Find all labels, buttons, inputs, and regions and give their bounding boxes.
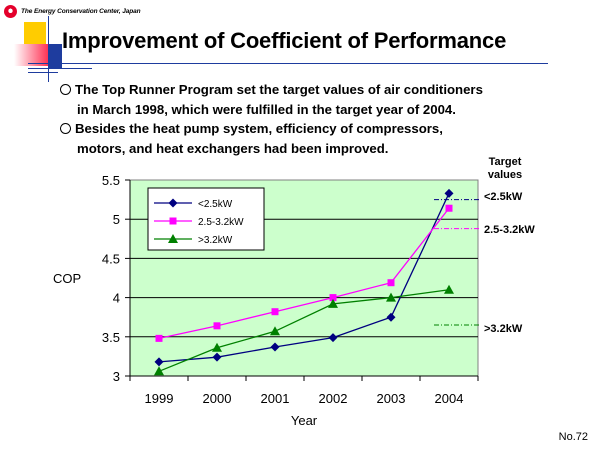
bullet-circle-icon: [60, 123, 71, 134]
data-point-s2: [328, 298, 338, 308]
org-logo-icon: [4, 5, 17, 18]
target-values-header: Target values: [481, 156, 529, 182]
bullet-list: The Top Runner Program set the target va…: [60, 80, 550, 158]
data-point-s2: [154, 366, 164, 376]
x-axis-label: Year: [291, 413, 318, 428]
x-tick-label: 2000: [203, 391, 232, 406]
target-header-line: values: [487, 169, 523, 181]
data-point-s1: [329, 294, 337, 302]
org-logo: The Energy Conservation Center, Japan: [4, 5, 141, 18]
data-point-s1: [155, 334, 163, 342]
x-tick-label: 2002: [319, 391, 348, 406]
title-deco-hline-short: [28, 72, 58, 73]
target-label: 2.5-3.2kW: [484, 224, 535, 236]
legend-label: >3.2kW: [198, 235, 233, 246]
org-name: The Energy Conservation Center, Japan: [21, 8, 141, 15]
target-header-line: Target: [488, 156, 522, 168]
y-tick-label: 5: [113, 212, 120, 227]
title-deco-yellow: [24, 22, 46, 44]
legend-label: 2.5-3.2kW: [198, 217, 244, 228]
data-point-s1: [213, 322, 221, 330]
title-deco-vline: [48, 16, 49, 82]
data-point-s0: [270, 342, 280, 352]
page-title: Improvement of Coefficient of Performanc…: [62, 28, 507, 53]
y-tick-label: 3: [113, 369, 120, 384]
legend-marker-0: [168, 198, 178, 208]
title-deco-hline: [28, 63, 548, 64]
series-line-2: [158, 289, 450, 372]
bullet-circle-icon: [60, 84, 71, 95]
y-tick-label: 4: [113, 291, 120, 306]
data-point-s0: [328, 333, 338, 343]
target-label: >3.2kW: [484, 323, 523, 335]
data-point-s2: [270, 326, 280, 336]
data-point-s0: [154, 357, 164, 367]
bullet-line: Besides the heat pump system, efficiency…: [75, 121, 443, 136]
legend-marker-1: [169, 217, 177, 225]
x-tick-label: 2003: [377, 391, 406, 406]
y-tick-label: 3.5: [102, 330, 120, 345]
bullet-line: in March 1998, which were fulfilled in t…: [77, 101, 456, 117]
x-tick-label: 1999: [145, 391, 174, 406]
y-axis-label: COP: [53, 271, 81, 286]
series-line-1: [158, 207, 450, 340]
x-tick-label: 2004: [435, 391, 464, 406]
bullet-item: Besides the heat pump system, efficiency…: [60, 119, 550, 158]
legend-label: <2.5kW: [198, 199, 233, 210]
data-point-s0: [212, 352, 222, 362]
target-label: <2.5kW: [484, 191, 523, 203]
data-point-s1: [387, 279, 395, 287]
data-point-s1: [271, 308, 279, 316]
y-tick-label: 4.5: [102, 251, 120, 266]
title-deco-red: [14, 44, 48, 66]
bullet-item: The Top Runner Program set the target va…: [60, 80, 550, 119]
y-tick-label: 5.5: [102, 173, 120, 188]
bullet-line: motors, and heat exchangers had been imp…: [77, 140, 389, 156]
data-point-s2: [386, 292, 396, 302]
slide-number: No.72: [558, 431, 588, 443]
title-deco-hline-thin: [28, 68, 92, 69]
title-deco-blue: [48, 44, 62, 68]
data-point-s2: [212, 342, 222, 352]
data-point-s0: [386, 312, 396, 322]
x-tick-label: 2001: [261, 391, 290, 406]
bullet-line: The Top Runner Program set the target va…: [75, 82, 483, 97]
legend-box: [147, 187, 265, 251]
data-point-s0: [444, 188, 454, 198]
data-point-s2: [444, 284, 454, 294]
data-point-s1: [445, 204, 453, 212]
legend-marker-2: [168, 234, 178, 243]
